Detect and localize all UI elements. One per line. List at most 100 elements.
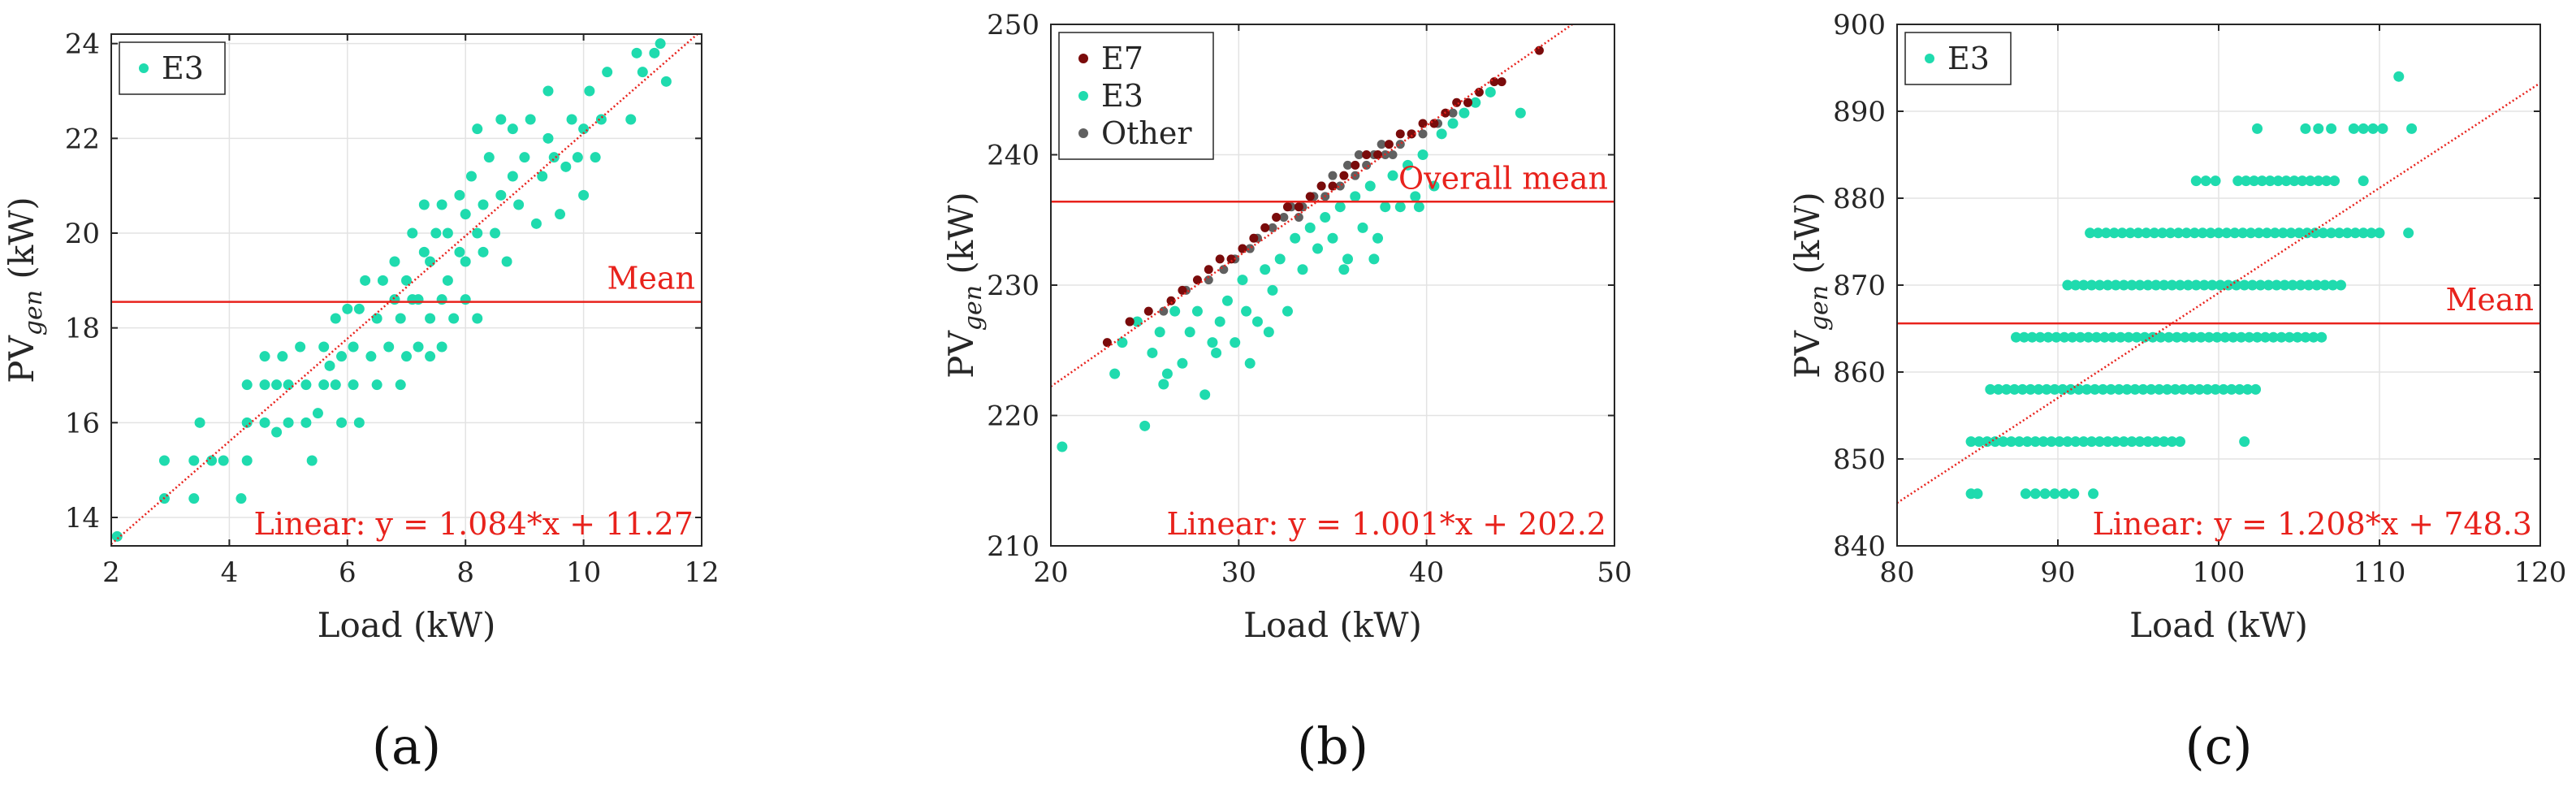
data-point-e3	[2006, 436, 2017, 448]
data-point-e3	[1973, 436, 1985, 448]
data-point-e3	[2070, 279, 2081, 291]
data-point-e3	[2326, 227, 2337, 239]
data-point-e3	[348, 379, 359, 391]
x-axis-label: Load (kW)	[1243, 605, 1422, 645]
data-point-e3	[525, 114, 536, 125]
data-point-e7	[1395, 129, 1405, 139]
data-point-e3	[1327, 232, 1338, 244]
data-point-e3	[2215, 279, 2226, 291]
data-point-e3	[2190, 279, 2202, 291]
legend-label: Other	[1101, 115, 1192, 151]
data-point-e3	[495, 114, 507, 125]
data-point-e3	[2254, 227, 2264, 239]
data-point-e3	[300, 417, 312, 428]
data-point-e3	[2167, 279, 2178, 291]
data-point-e3	[2150, 436, 2162, 448]
data-point-e3	[2318, 227, 2329, 239]
data-point-e3	[2195, 331, 2206, 343]
data-point-e3	[1147, 347, 1158, 358]
data-point-e3	[2167, 436, 2178, 448]
data-point-e3	[2094, 436, 2105, 448]
x-tick-label: 30	[1221, 556, 1256, 589]
data-point-e7	[1305, 192, 1315, 201]
data-point-e3	[407, 227, 418, 239]
data-point-e3	[318, 379, 330, 391]
data-point-e3	[1214, 316, 1225, 327]
data-point-e3	[2198, 279, 2210, 291]
data-point-e3	[336, 417, 348, 428]
data-point-e3	[1972, 488, 1983, 500]
data-point-e3	[2078, 279, 2090, 291]
data-point-e3	[1436, 128, 1447, 140]
data-point-e3	[2276, 331, 2287, 343]
data-point-e3	[2267, 331, 2279, 343]
data-point-e3	[395, 313, 406, 324]
y-tick-label: 840	[1833, 530, 1886, 563]
data-point-e3	[2108, 227, 2120, 239]
data-point-e3	[2200, 175, 2211, 187]
data-point-e3	[318, 341, 330, 353]
data-point-e7	[1204, 265, 1213, 275]
data-point-e3	[442, 275, 453, 286]
data-point-e3	[548, 152, 560, 163]
data-point-e3	[2049, 488, 2060, 500]
data-point-e3	[324, 360, 335, 371]
panel-label: (c)	[2185, 716, 2252, 776]
legend-marker-other	[1078, 128, 1088, 138]
data-point-e3	[2141, 227, 2152, 239]
data-point-e3	[2321, 175, 2332, 187]
data-point-e3	[2046, 436, 2057, 448]
data-point-e3	[2054, 436, 2065, 448]
data-point-e7	[1226, 254, 1236, 264]
data-point-e3	[2218, 383, 2229, 395]
x-tick-label: 12	[684, 556, 719, 589]
data-point-e3	[590, 152, 601, 163]
data-point-other	[1219, 265, 1229, 275]
data-point-e3	[501, 256, 512, 267]
data-point-e3	[425, 256, 436, 267]
y-tick-label: 900	[1833, 9, 1886, 41]
data-point-e3	[2126, 279, 2137, 291]
data-point-e3	[2142, 279, 2154, 291]
data-point-other	[1335, 181, 1345, 191]
data-point-e3	[1410, 191, 1421, 202]
data-point-e3	[2313, 123, 2324, 134]
data-point-e3	[2236, 331, 2247, 343]
data-point-e3	[2239, 279, 2250, 291]
data-layer	[111, 34, 702, 545]
data-point-e7	[1351, 160, 1360, 170]
data-layer	[1051, 24, 1614, 452]
data-point-e7	[1272, 213, 1282, 223]
data-point-e3	[418, 246, 430, 258]
data-point-e3	[2302, 227, 2313, 239]
data-point-e3	[2116, 227, 2128, 239]
data-point-e3	[460, 256, 471, 267]
legend-label: E3	[1101, 78, 1143, 114]
data-point-e3	[259, 379, 270, 391]
mean-label: Mean	[2445, 282, 2534, 318]
data-point-e3	[2073, 383, 2085, 395]
axes-frame	[110, 33, 702, 547]
data-point-e3	[2059, 488, 2070, 500]
data-point-e3	[472, 313, 483, 324]
data-point-e3	[1338, 264, 1350, 275]
data-point-e3	[353, 303, 365, 314]
fit-equation-label: Linear: y = 1.084*x + 11.27	[253, 506, 694, 542]
data-point-e3	[2134, 279, 2146, 291]
legend-label: E3	[1947, 41, 1990, 76]
data-point-e3	[1057, 441, 1068, 452]
data-point-e3	[1304, 222, 1316, 233]
data-point-e3	[2189, 227, 2200, 239]
data-point-e3	[2155, 331, 2167, 343]
data-point-e7	[1384, 140, 1394, 149]
x-tick-label: 2	[102, 556, 120, 589]
data-point-e3	[1282, 305, 1293, 317]
data-point-e3	[2280, 175, 2292, 187]
mean-label: Mean	[607, 261, 695, 296]
data-point-e3	[2244, 331, 2255, 343]
data-point-e3	[2177, 383, 2189, 395]
data-point-e3	[283, 379, 294, 391]
data-point-e3	[371, 313, 383, 324]
data-point-e3	[2124, 227, 2136, 239]
data-point-e7	[1407, 129, 1416, 139]
